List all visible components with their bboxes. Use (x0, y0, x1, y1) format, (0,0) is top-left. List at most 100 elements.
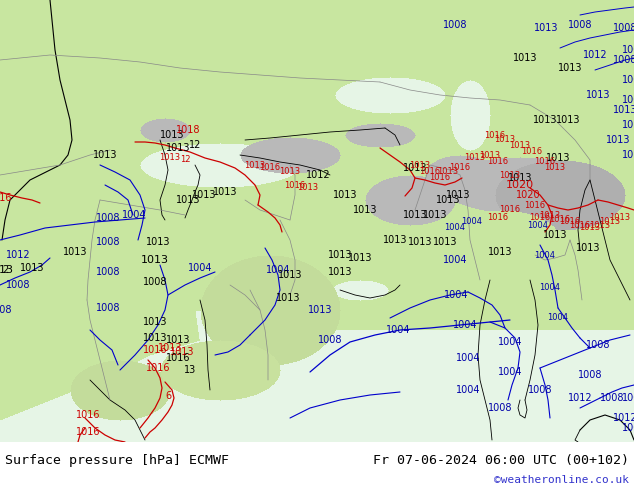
Text: 1008: 1008 (527, 385, 552, 395)
Text: ©weatheronline.co.uk: ©weatheronline.co.uk (494, 475, 629, 485)
Text: 1016: 1016 (534, 157, 555, 167)
Text: 1013: 1013 (605, 135, 630, 145)
Text: 1004: 1004 (540, 284, 560, 293)
Text: 1013: 1013 (146, 237, 171, 247)
Text: 1013: 1013 (353, 205, 377, 215)
Text: 1016: 1016 (569, 220, 590, 229)
Text: 1016: 1016 (420, 168, 441, 176)
Text: 1008: 1008 (622, 75, 634, 85)
Text: 1013: 1013 (612, 105, 634, 115)
Text: 1013: 1013 (436, 195, 460, 205)
Text: 1020: 1020 (506, 180, 534, 190)
Text: 1008: 1008 (568, 20, 592, 30)
Text: 1013: 1013 (479, 150, 501, 160)
Text: 1016: 1016 (521, 147, 543, 156)
Text: 1016: 1016 (285, 180, 306, 190)
Text: 1016: 1016 (550, 216, 571, 224)
Text: 1008: 1008 (96, 237, 120, 247)
Text: 1013: 1013 (276, 293, 301, 303)
Text: 1012: 1012 (612, 413, 634, 423)
Text: 1004: 1004 (266, 265, 290, 275)
Text: 1013: 1013 (437, 168, 458, 176)
Text: 1008: 1008 (96, 267, 120, 277)
Text: 1013: 1013 (213, 187, 237, 197)
Text: 1013: 1013 (558, 63, 582, 73)
Text: 1013: 1013 (423, 210, 447, 220)
Text: 1013: 1013 (465, 153, 486, 163)
Text: 1013: 1013 (191, 190, 216, 200)
Text: 1016: 1016 (165, 353, 190, 363)
Text: 1004: 1004 (498, 367, 522, 377)
Text: 1008: 1008 (622, 45, 634, 55)
Text: 1004: 1004 (122, 210, 146, 220)
Text: 1016: 1016 (429, 173, 451, 182)
Text: 1008: 1008 (96, 213, 120, 223)
Text: 1013: 1013 (410, 161, 430, 170)
Text: 1008: 1008 (578, 370, 602, 380)
Text: Fr 07-06-2024 06:00 UTC (00+102): Fr 07-06-2024 06:00 UTC (00+102) (373, 454, 629, 467)
Text: 1016: 1016 (500, 205, 521, 215)
Text: 1013: 1013 (510, 141, 531, 149)
Text: 1013: 1013 (622, 120, 634, 130)
Text: 1012: 1012 (567, 393, 592, 403)
Text: 1008: 1008 (600, 393, 624, 403)
Text: 1013: 1013 (383, 235, 407, 245)
Text: 1012: 1012 (306, 170, 330, 180)
Text: 1004: 1004 (462, 218, 482, 226)
Text: 1013: 1013 (280, 168, 301, 176)
Text: 1013: 1013 (328, 267, 353, 277)
Text: 1013: 1013 (0, 265, 14, 275)
Text: 1013: 1013 (307, 305, 332, 315)
Text: 1013: 1013 (590, 220, 611, 229)
Text: 1013: 1013 (488, 247, 512, 257)
Text: 1013: 1013 (433, 237, 457, 247)
Text: 1008: 1008 (488, 403, 512, 413)
Text: 1013: 1013 (278, 270, 302, 280)
Text: 1013: 1013 (403, 163, 427, 173)
Text: 1004: 1004 (456, 353, 480, 363)
Text: 13: 13 (184, 365, 196, 375)
Text: 1004: 1004 (548, 314, 569, 322)
Text: 1013: 1013 (408, 237, 432, 247)
Text: 1013: 1013 (93, 150, 117, 160)
Text: 1013: 1013 (586, 90, 611, 100)
Text: 1013: 1013 (508, 173, 533, 183)
Text: 1004: 1004 (444, 223, 465, 232)
Text: 1013: 1013 (576, 243, 600, 253)
Text: 1018: 1018 (176, 125, 200, 135)
Text: 1016: 1016 (484, 130, 505, 140)
Text: 1008: 1008 (96, 303, 120, 313)
Text: 1013: 1013 (403, 210, 427, 220)
Text: 1016: 1016 (259, 164, 281, 172)
Text: 1008: 1008 (143, 277, 167, 287)
Text: 1013: 1013 (165, 143, 190, 153)
Text: 1013: 1013 (546, 153, 570, 163)
Text: 1013: 1013 (534, 23, 559, 33)
Text: 1004: 1004 (444, 290, 469, 300)
Text: 1013: 1013 (609, 214, 631, 222)
Text: 1013: 1013 (556, 115, 580, 125)
Text: 1008: 1008 (6, 280, 30, 290)
Text: 1012: 1012 (583, 50, 607, 60)
Text: 1016: 1016 (75, 427, 100, 437)
Text: 1008: 1008 (318, 335, 342, 345)
Text: 1013: 1013 (533, 115, 557, 125)
Text: 1013: 1013 (495, 136, 515, 145)
Text: 1016: 1016 (559, 218, 581, 226)
Text: 1013: 1013 (297, 183, 318, 193)
Text: 1004: 1004 (534, 250, 555, 260)
Text: 1013: 1013 (545, 164, 566, 172)
Text: 1012: 1012 (6, 250, 30, 260)
Text: 1004: 1004 (453, 320, 477, 330)
Text: 1004: 1004 (443, 255, 467, 265)
Text: 1013: 1013 (540, 211, 560, 220)
Text: 1016: 1016 (0, 193, 12, 203)
Text: 1008: 1008 (0, 305, 12, 315)
Text: 1013: 1013 (348, 253, 372, 263)
Text: 1013: 1013 (176, 195, 200, 205)
Text: 1004: 1004 (456, 385, 480, 395)
Text: 1013: 1013 (160, 130, 184, 140)
Text: 1013: 1013 (165, 335, 190, 345)
Text: 1013: 1013 (446, 190, 470, 200)
Text: 1013: 1013 (513, 53, 537, 63)
